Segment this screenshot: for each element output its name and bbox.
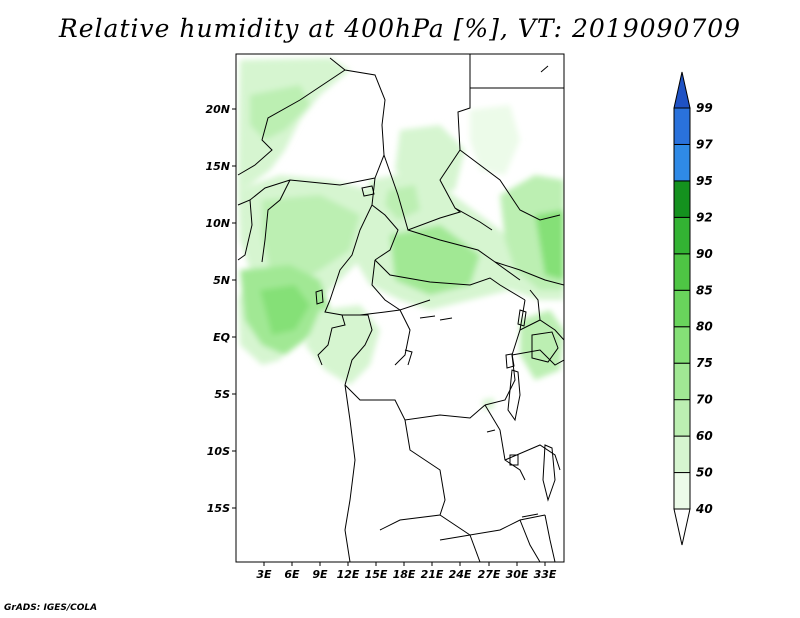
lon-label: 21E xyxy=(421,568,444,581)
colorbar-swatch xyxy=(673,472,691,510)
humidity-area-north-central-core xyxy=(385,185,420,220)
lon-label: 12E xyxy=(337,568,360,581)
humidity-area-west-core xyxy=(262,195,360,285)
latitude-labels: 20N 15N 10N 5N EQ 5S 10S 15S xyxy=(205,103,230,515)
colorbar-label: 92 xyxy=(696,210,713,224)
lat-label: 15N xyxy=(205,160,230,173)
lake-tanganyika xyxy=(507,369,521,422)
latitude-ticks xyxy=(232,108,236,509)
lat-label: 10N xyxy=(205,217,230,230)
colorbar-label: 85 xyxy=(696,283,713,297)
lon-label: 6E xyxy=(284,568,300,581)
lon-label: 30E xyxy=(506,568,529,581)
colorbar-swatch xyxy=(673,253,691,291)
humidity-area-north-central xyxy=(395,125,465,195)
lat-label: 15S xyxy=(207,502,230,515)
lon-label: 18E xyxy=(393,568,416,581)
colorbar-label: 90 xyxy=(696,247,713,261)
lake-victoria xyxy=(531,331,559,363)
lakes xyxy=(315,65,559,518)
lon-label: 33E xyxy=(534,568,557,581)
colorbar-label: 40 xyxy=(695,502,713,516)
country-borders xyxy=(237,54,564,562)
colorbar-swatch xyxy=(673,216,691,255)
colorbar-label: 50 xyxy=(696,466,713,480)
lon-label: 15E xyxy=(365,568,388,581)
colorbar-label: 80 xyxy=(696,320,713,334)
colorbar-label: 60 xyxy=(696,429,713,443)
colorbar-label: 99 xyxy=(696,101,713,115)
humidity-area-east-core xyxy=(535,210,564,280)
humidity-area-gulf-core xyxy=(260,285,310,335)
grads-credit: GrADS: IGES/COLA xyxy=(4,603,98,613)
humidity-area-northwest-core xyxy=(250,85,310,140)
lake-malawi xyxy=(542,444,556,502)
humidity-area-central-core xyxy=(390,225,480,295)
humidity-area-congo xyxy=(305,305,380,385)
colorbar-swatch xyxy=(673,180,691,218)
colorbar-swatch xyxy=(673,435,691,474)
colorbar-swatch xyxy=(673,399,691,437)
lon-label: 3E xyxy=(256,568,272,581)
humidity-shading xyxy=(238,58,564,410)
lake-chad xyxy=(361,185,375,197)
lat-label: 10S xyxy=(207,445,230,458)
map-title: Relative humidity at 400hPa [%], VT: 201… xyxy=(58,14,742,43)
colorbar-label: 95 xyxy=(696,174,713,188)
colorbar-label: 75 xyxy=(696,356,713,370)
colorbar-under-triangle xyxy=(673,508,691,546)
longitude-ticks xyxy=(263,562,546,566)
humidity-area-northeast xyxy=(470,105,520,175)
lon-label: 9E xyxy=(312,568,328,581)
lat-label: 5S xyxy=(214,388,230,401)
lon-label: 27E xyxy=(478,568,501,581)
colorbar-swatch xyxy=(673,107,691,145)
colorbar-swatch xyxy=(673,362,691,401)
lon-label: 24E xyxy=(449,568,472,581)
colorbar-swatch xyxy=(673,143,691,182)
lat-label: 5N xyxy=(213,274,230,287)
lat-label: EQ xyxy=(213,331,230,344)
lake-kivu xyxy=(505,353,515,369)
colorbar-swatch xyxy=(673,326,691,364)
colorbar-label: 97 xyxy=(696,137,713,151)
colorbar-swatch xyxy=(673,289,691,328)
colorbar-over-triangle xyxy=(673,71,691,109)
longitude-labels: 3E 6E 9E 12E 15E 18E 21E 24E 27E 30E 33E xyxy=(256,568,556,581)
map-frame xyxy=(235,53,565,563)
lake-mweru xyxy=(509,454,519,466)
lake-volta xyxy=(315,289,324,305)
colorbar: 40 50 60 70 75 80 85 90 92 95 97 99 xyxy=(673,71,713,546)
colorbar-label: 70 xyxy=(696,393,713,407)
humidity-area-northwest xyxy=(238,58,350,190)
lake-albert xyxy=(517,309,527,327)
lat-label: 20N xyxy=(205,103,230,116)
